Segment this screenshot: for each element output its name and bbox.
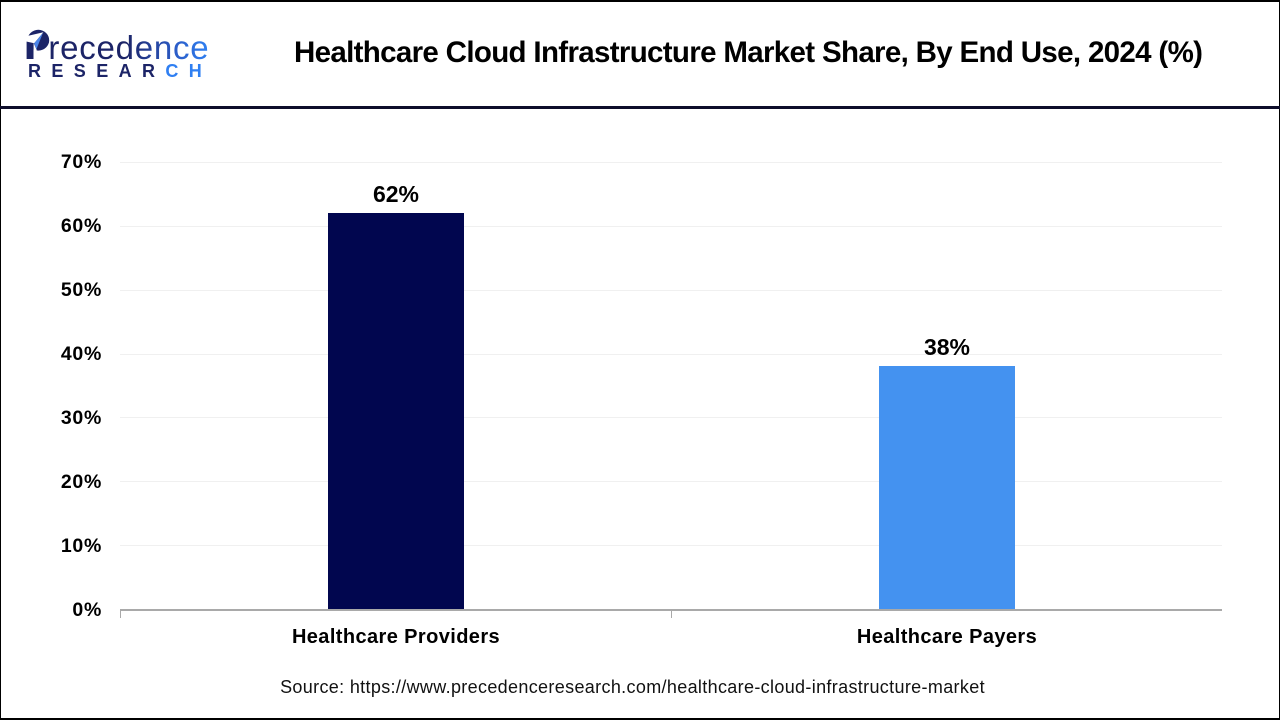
svg-text:CH: CH (165, 61, 210, 80)
svg-text:recedence: recedence (48, 29, 209, 66)
svg-text:RESEAR: RESEAR (28, 61, 165, 80)
